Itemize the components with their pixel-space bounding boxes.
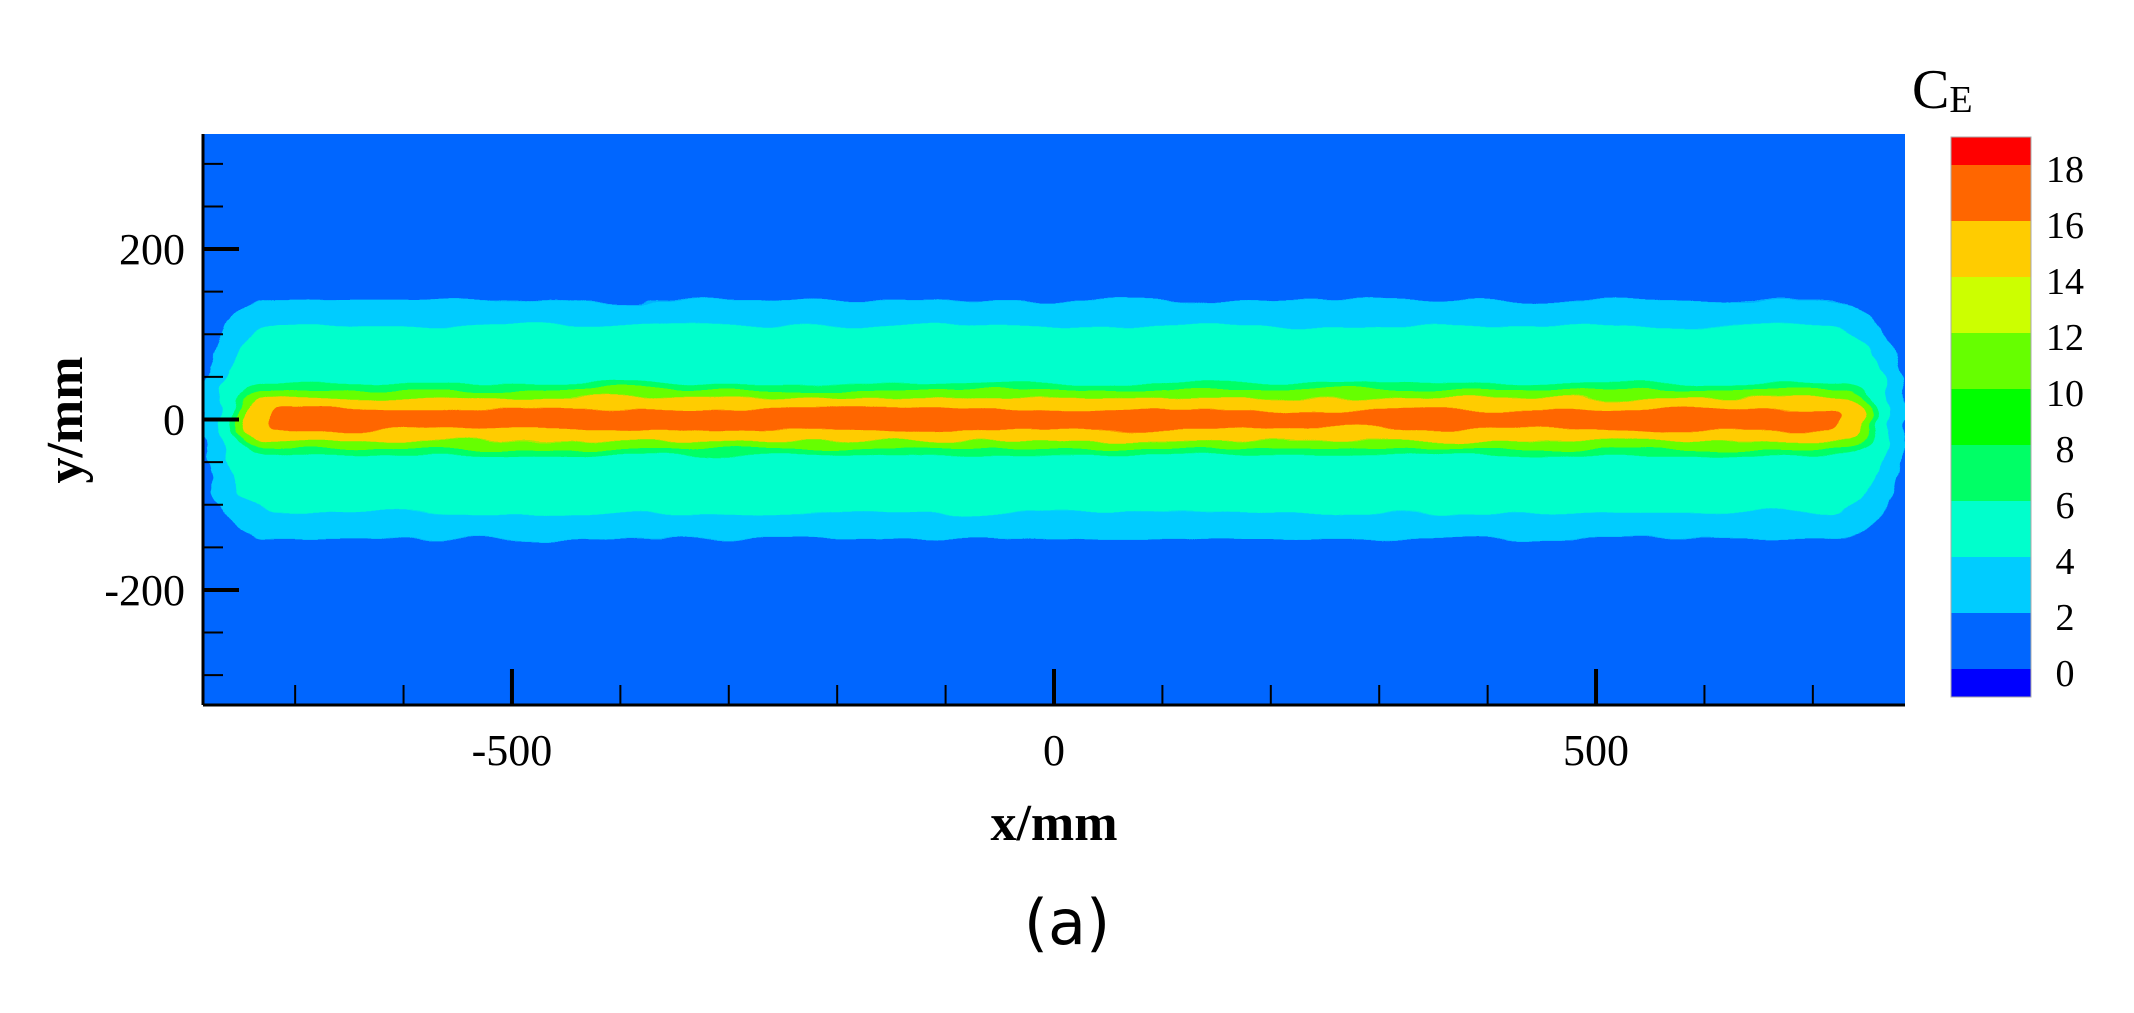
colorbar-swatch — [1951, 333, 2031, 389]
colorbar: 0 2 4 6 8 10 12 14 16 18 — [1950, 136, 2084, 698]
plot-area — [203, 134, 1905, 705]
colorbar-tick-label: 18 — [2046, 149, 2084, 191]
contour-bands — [203, 300, 1905, 539]
colorbar-swatch — [1951, 557, 2031, 613]
x-axis-label: x/mm — [990, 795, 1117, 852]
axes: -500 0 500 -200 0 200 — [104, 134, 1905, 775]
colorbar-title-main: C — [1912, 59, 1949, 121]
y-tick-label: 0 — [163, 396, 185, 445]
colorbar-tick-label: 4 — [2056, 541, 2075, 583]
colorbar-tick-label: 12 — [2046, 317, 2084, 359]
x-tick-label: 500 — [1563, 726, 1629, 775]
colorbar-tick-label: 14 — [2046, 261, 2084, 303]
colorbar-tick-label: 6 — [2056, 485, 2075, 527]
colorbar-swatch — [1951, 137, 2031, 165]
colorbar-title-sub: E — [1949, 79, 1972, 121]
colorbar-tick-label: 8 — [2056, 429, 2075, 471]
colorbar-tick-label: 2 — [2056, 597, 2075, 639]
colorbar-tick-label: 0 — [2056, 653, 2075, 695]
panel-label: (a) — [1023, 886, 1111, 959]
colorbar-swatch — [1951, 277, 2031, 333]
colorbar-swatch — [1951, 221, 2031, 277]
colorbar-title: CE — [1912, 59, 1973, 121]
colorbar-swatch — [1951, 389, 2031, 445]
colorbar-swatch — [1951, 669, 2031, 697]
colorbar-tick-label: 16 — [2046, 205, 2084, 247]
colorbar-frame — [1950, 136, 2032, 698]
y-axis-label: y/mm — [37, 356, 94, 483]
colorbar-swatch — [1951, 501, 2031, 557]
colorbar-swatch — [1951, 165, 2031, 221]
x-tick-label: -500 — [472, 726, 553, 775]
y-tick-label: -200 — [104, 566, 185, 615]
x-tick-label: 0 — [1043, 726, 1065, 775]
colorbar-swatch — [1951, 445, 2031, 501]
y-tick-label: 200 — [119, 225, 185, 274]
colorbar-tick-label: 10 — [2046, 373, 2084, 415]
colorbar-swatch — [1951, 613, 2031, 669]
contour-band-16 — [268, 409, 1840, 430]
